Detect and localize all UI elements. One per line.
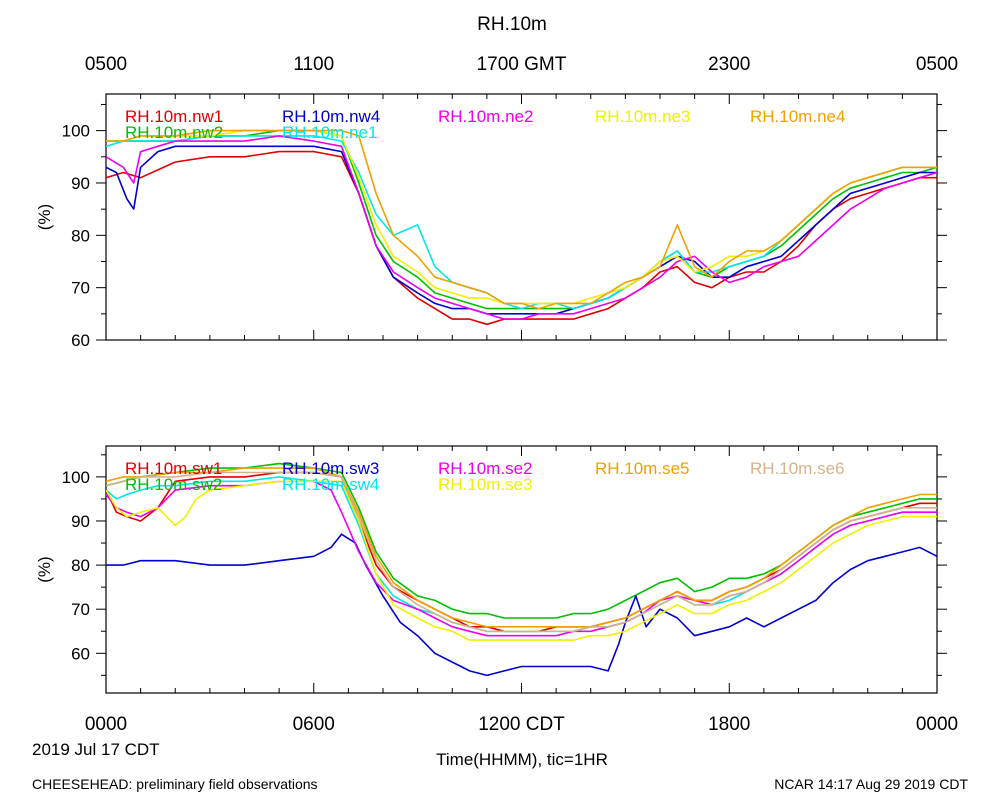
- series-lines: [106, 462, 937, 677]
- legend-entry: RH.10m.nw2: [125, 123, 223, 142]
- y-tick-label: 70: [71, 279, 90, 298]
- y-tick-label: 80: [71, 556, 90, 575]
- chart-title: RH.10m: [477, 14, 547, 35]
- top-axis-tick-label: 1100: [293, 54, 334, 75]
- series-line-rh-10m-ne1: [106, 135, 937, 310]
- legend-entry: RH.10m.se6: [750, 459, 844, 478]
- legend-entry: RH.10m.nw1: [125, 107, 223, 126]
- series-line-rh-10m-se6: [106, 471, 937, 633]
- bottom-axis-tick-label: 0600: [293, 714, 335, 735]
- footer-right: NCAR 14:17 Aug 29 2019 CDT: [774, 776, 968, 792]
- legend-entry: RH.10m.sw1: [125, 459, 222, 478]
- legend-entry: RH.10m.se2: [438, 459, 532, 478]
- y-axis-label: (%): [35, 556, 54, 582]
- top-axis-tick-label: 0500: [916, 54, 958, 75]
- y-axis-label: (%): [35, 204, 54, 230]
- top-axis-tick-label: 2300: [708, 54, 750, 75]
- series-line-rh-10m-se5: [106, 467, 937, 628]
- legend-entry: RH.10m.sw2: [125, 475, 222, 494]
- y-tick-label: 60: [71, 331, 90, 350]
- y-tick-label: 100: [62, 122, 90, 141]
- y-tick-label: 80: [71, 226, 90, 245]
- y-tick-label: 90: [71, 174, 90, 193]
- y-tick-label: 100: [62, 468, 90, 487]
- series-line-rh-10m-se3: [106, 480, 937, 641]
- bottom-axis-tick-label: 1200 CDT: [478, 714, 565, 735]
- y-tick-label: 90: [71, 512, 90, 531]
- legend-entry: RH.10m.ne4: [750, 107, 845, 126]
- series-line-rh-10m-ne4: [106, 129, 937, 310]
- legend-entry: RH.10m.ne3: [595, 107, 690, 126]
- bottom-axis-tick-label: 0000: [85, 714, 127, 735]
- bottom-axis-tick-label: 1800: [708, 714, 750, 735]
- legend-entry: RH.10m.nw4: [282, 107, 380, 126]
- legend-entry: RH.10m.ne1: [282, 123, 377, 142]
- legend-entry: RH.10m.sw4: [282, 475, 379, 494]
- top-axis-tick-label: 1700 GMT: [477, 54, 567, 75]
- top-axis-tick-label: 0500: [85, 54, 127, 75]
- series-line-rh-10m-nw1: [106, 150, 937, 326]
- y-tick-label: 60: [71, 644, 90, 663]
- bottom-axis-tick-label: 0000: [916, 714, 958, 735]
- footer-left: CHEESEHEAD: preliminary field observatio…: [32, 776, 318, 792]
- legend-entry: RH.10m.se3: [438, 475, 532, 494]
- legend-entry: RH.10m.ne2: [438, 107, 533, 126]
- legend-entry: RH.10m.sw3: [282, 459, 379, 478]
- legend-entry: RH.10m.se5: [595, 459, 689, 478]
- series-line-rh-10m-ne2: [106, 135, 937, 320]
- y-tick-label: 70: [71, 600, 90, 619]
- series-line-rh-10m-sw3: [106, 533, 937, 677]
- x-axis-label: Time(HHMM), tic=1HR: [436, 750, 608, 769]
- date-label: 2019 Jul 17 CDT: [32, 740, 160, 759]
- series-line-rh-10m-sw4: [106, 476, 937, 633]
- top-axis-labels: 0500 1100 1700 GMT 2300 0500: [85, 54, 958, 75]
- series-lines: [106, 129, 937, 326]
- bottom-axis-labels: 0000 0600 1200 CDT 1800 0000: [85, 714, 958, 735]
- series-line-rh-10m-sw1: [106, 471, 937, 633]
